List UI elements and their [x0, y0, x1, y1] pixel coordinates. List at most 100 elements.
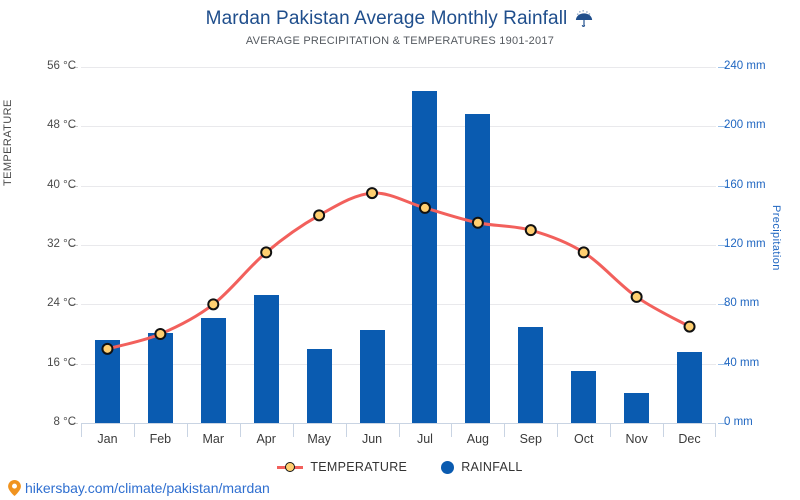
temperature-marker[interactable]: Nov: 25 °C	[630, 290, 643, 303]
x-axis-separator	[133, 424, 135, 437]
right-tick-mark	[718, 423, 727, 424]
gridline	[81, 185, 716, 187]
temperature-marker[interactable]: Feb: 20 °C	[154, 328, 167, 340]
plot-area: Jan: 18 °C Feb: 20 °C Mar: 24 °C Apr: 31 °C…	[81, 67, 716, 424]
right-tick-mark	[718, 185, 727, 187]
right-tick-mark	[718, 245, 727, 246]
rainfall-bar[interactable]	[412, 90, 438, 423]
x-axis-separator	[715, 424, 716, 437]
left-axis-tick: 56 °C	[47, 60, 76, 72]
temperature-line: Jan: 18 °C Feb: 20 °C Mar: 24 °C Apr: 31 °C…	[101, 187, 696, 355]
temperature-marker[interactable]: Jun: 39 °C	[366, 187, 379, 200]
source-link[interactable]: hikersbay.com/climate/pakistan/mardan	[8, 480, 270, 496]
x-axis-separator	[451, 424, 453, 437]
x-axis-tick-feb: Feb	[149, 432, 172, 446]
chart-title-text: Mardan Pakistan Average Monthly Rainfall	[205, 8, 568, 29]
rainfall-bar[interactable]	[624, 393, 650, 423]
legend-item-rainfall[interactable]: RAINFALL	[441, 460, 522, 474]
temperature-marker[interactable]: Apr: 31 °C	[260, 246, 273, 259]
x-axis-tick-nov: Nov	[625, 432, 648, 446]
right-axis-tick: 120 mm	[724, 238, 766, 250]
left-tick-mark	[69, 304, 78, 306]
x-axis-separator	[81, 424, 82, 437]
left-axis-tick: 32 °C	[47, 238, 76, 250]
x-axis-separator	[398, 424, 400, 437]
x-axis-tick-dec: Dec	[678, 432, 701, 446]
left-axis-title: TEMPERATURE	[2, 99, 14, 186]
left-axis-tick: 24 °C	[47, 297, 76, 310]
temperature-line-path	[105, 191, 692, 351]
chart-legend: TEMPERATURE RAINFALL	[0, 460, 800, 474]
x-axis-tick-jun: Jun	[361, 432, 383, 446]
x-axis-tick-jan: Jan	[97, 432, 118, 446]
temperature-marker-icon	[277, 461, 304, 473]
x-axis-tick-oct: Oct	[573, 432, 594, 446]
rainfall-bar[interactable]	[359, 329, 385, 423]
rainfall-bar[interactable]	[253, 295, 279, 423]
x-axis-separator	[239, 424, 241, 437]
temperature-marker[interactable]: Mar: 24 °C	[207, 298, 220, 311]
rainfall-swatch-icon	[441, 460, 455, 474]
rainfall-bar[interactable]	[518, 326, 544, 423]
temperature-marker[interactable]: Aug: 35 °C	[471, 216, 484, 229]
temperature-marker[interactable]: Dec: 21 °C	[683, 320, 696, 333]
legend-label-rainfall: RAINFALL	[461, 460, 523, 474]
right-axis-tick: 40 mm	[724, 356, 760, 369]
temperature-marker[interactable]: Sep: 34 °C	[524, 224, 537, 237]
x-axis-tick-mar: Mar	[202, 432, 225, 446]
left-axis-tick: 48 °C	[47, 119, 76, 132]
right-axis-tick: 200 mm	[724, 119, 766, 132]
page-title: Mardan Pakistan Average Monthly Rainfall	[0, 8, 800, 30]
x-axis-tick-apr: Apr	[256, 432, 276, 446]
left-tick-mark	[69, 245, 78, 246]
legend-label-temperature: TEMPERATURE	[310, 460, 408, 474]
x-axis-separator	[610, 424, 612, 437]
gridline	[81, 245, 716, 246]
x-axis-separator	[292, 424, 294, 437]
left-tick-mark	[69, 363, 78, 365]
gridline	[81, 126, 716, 128]
x-axis-separator	[557, 424, 559, 437]
right-tick-mark	[718, 126, 727, 128]
x-axis-tick-jul: Jul	[416, 432, 433, 446]
umbrella-rain-icon	[574, 9, 594, 29]
x-axis-tick-sep: Sep	[519, 432, 542, 446]
x-axis-tick-aug: Aug	[466, 432, 489, 446]
map-pin-icon	[8, 480, 21, 496]
legend-item-temperature[interactable]: TEMPERATURE	[277, 460, 407, 474]
left-tick-mark	[69, 126, 78, 128]
x-axis-tick-may: May	[307, 432, 331, 446]
rainfall-bar[interactable]	[306, 348, 332, 423]
temperature-marker[interactable]: Jul: 37 °C	[418, 201, 431, 214]
rainfall-bar[interactable]	[571, 371, 597, 423]
right-axis-tick: 0 mm	[724, 416, 753, 428]
left-tick-mark	[69, 423, 78, 424]
gridline	[81, 304, 716, 306]
left-axis-tick: 40 °C	[47, 178, 76, 191]
temperature-marker[interactable]: May: 36 °C	[313, 209, 326, 222]
x-axis-separator	[504, 424, 506, 437]
left-axis-tick: 8 °C	[53, 416, 77, 428]
right-axis-tick: 80 mm	[724, 297, 760, 310]
x-axis-separator	[663, 424, 665, 437]
left-tick-mark	[69, 185, 78, 187]
right-axis-tick: 240 mm	[724, 60, 766, 72]
rainfall-bar[interactable]	[147, 332, 173, 423]
x-axis-separator	[345, 424, 347, 437]
chart-subtitle: AVERAGE PRECIPITATION & TEMPERATURES 190…	[245, 35, 555, 47]
rainfall-bar[interactable]	[200, 317, 226, 423]
source-url-text: hikersbay.com/climate/pakistan/mardan	[25, 480, 270, 496]
temperature-marker[interactable]: Oct: 31 °C	[577, 246, 590, 259]
left-tick-mark	[69, 67, 78, 68]
right-tick-mark	[718, 363, 727, 365]
temperature-marker[interactable]: Jan: 18 °C	[101, 342, 114, 355]
left-axis-tick: 16 °C	[47, 356, 76, 369]
right-tick-mark	[718, 67, 727, 68]
rainfall-bar[interactable]	[465, 114, 491, 423]
gridline	[81, 363, 716, 365]
x-axis-separator	[186, 424, 188, 437]
x-axis	[81, 423, 716, 438]
gridline	[81, 67, 716, 68]
rainfall-bar[interactable]	[677, 351, 703, 423]
right-tick-mark	[718, 304, 727, 306]
